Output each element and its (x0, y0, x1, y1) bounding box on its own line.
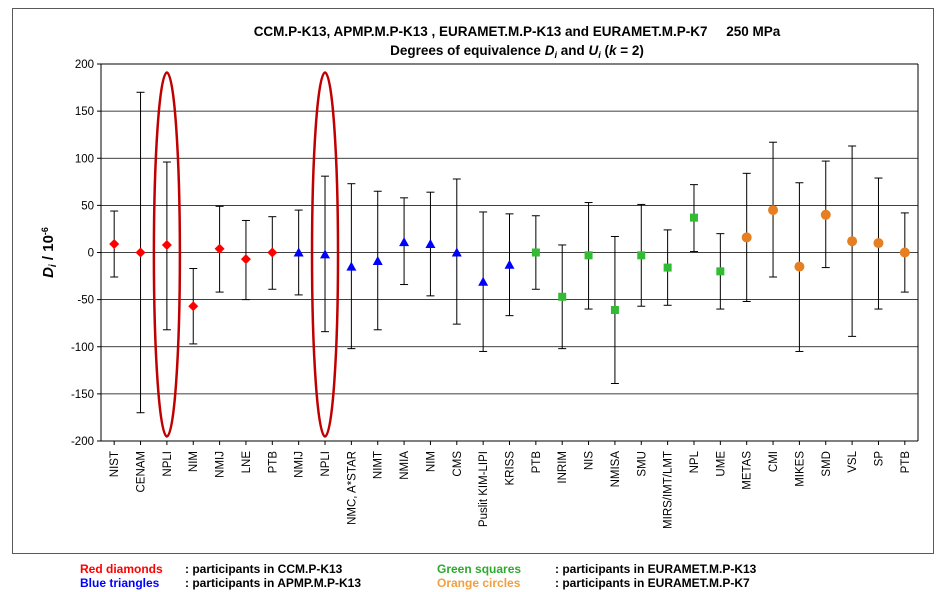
data-point-circle (794, 261, 805, 272)
legend-key: Blue triangles (80, 576, 160, 590)
data-point-circle (847, 236, 858, 247)
data-point-square (637, 251, 646, 260)
data-point-diamond (240, 254, 251, 265)
data-point-circle (899, 247, 910, 258)
legend-green: Green squares : participants in EURAMET.M… (437, 562, 756, 576)
y-tick-label: -200 (71, 436, 94, 448)
legend-blue: Blue triangles : participants in APMP.M.P… (80, 576, 361, 590)
x-tick-label: NMC, A*STAR (346, 451, 358, 525)
chart-subtitle: Degrees of equivalence Di and Ui (k = 2) (390, 43, 644, 60)
x-tick-label: METAS (742, 451, 754, 490)
x-tick-label: CENAM (136, 451, 148, 493)
x-tick-label: PTB (531, 451, 543, 474)
legend-desc: : participants in APMP.M.P-K13 (185, 576, 362, 590)
chart: CCM.P-K13, APMP.M.P-K13 , EURAMET.M.P-K1… (40, 24, 919, 529)
y-tick-label: -150 (71, 389, 94, 401)
data-point-triangle (293, 247, 304, 257)
x-tick-label: SMD (821, 451, 833, 477)
data-point-triangle (504, 259, 515, 269)
data-point-circle (768, 205, 779, 216)
x-tick-label: Puslit KIM-LIPI (478, 451, 490, 527)
data-point-circle (741, 232, 752, 243)
x-tick-label: KRISS (505, 451, 517, 486)
data-point-square (584, 251, 593, 260)
x-tick-label: NIST (109, 451, 121, 477)
legend-orange: Orange circles : participants in EURAMET.… (437, 576, 750, 590)
data-point-diamond (161, 239, 172, 250)
data-point-triangle (399, 237, 410, 247)
y-axis-label: Di / 10-6 (40, 227, 59, 278)
data-point-circle (873, 238, 884, 249)
data-point-square (610, 305, 619, 314)
data-point-square (716, 267, 725, 276)
data-point-square (663, 263, 672, 272)
x-tick-label: UME (715, 451, 727, 477)
x-tick-label: PTB (900, 451, 912, 474)
x-tick-label: NIMT (373, 451, 385, 479)
y-tick-label: 200 (75, 59, 94, 71)
x-tick-label: NIM (425, 451, 437, 472)
y-tick-label: 100 (75, 153, 94, 165)
x-tick-label: CMI (768, 451, 780, 472)
x-tick-label: NMIJ (215, 451, 227, 478)
x-tick-label: MIKES (794, 451, 806, 487)
x-tick-label: NMIA (399, 451, 411, 480)
data-point-diamond (267, 247, 278, 258)
data-point-diamond (109, 239, 120, 250)
highlight-ellipse (310, 71, 340, 438)
chart-frame: CCM.P-K13, APMP.M.P-K13 , EURAMET.M.P-K1… (12, 8, 934, 554)
highlight-ellipse (152, 71, 182, 438)
x-tick-label: INRIM (557, 451, 569, 484)
legend-key: Orange circles (437, 576, 521, 590)
x-tick-label: LNE (241, 451, 253, 474)
y-tick-label: -50 (77, 295, 94, 307)
x-tick-label: CMS (452, 451, 464, 477)
legend-key: Red diamonds (80, 562, 163, 576)
data-point-square (689, 213, 698, 222)
data-point-circle (820, 209, 831, 220)
data-point-diamond (188, 301, 199, 312)
y-tick-label: 150 (75, 106, 94, 118)
data-point-diamond (135, 247, 146, 258)
x-tick-label: NIM (188, 451, 200, 472)
x-tick-label: NPLI (162, 451, 174, 477)
x-tick-label: VSL (847, 450, 859, 472)
data-point-square (558, 292, 567, 301)
data-point-triangle (320, 249, 331, 259)
y-tick-label: -100 (71, 342, 94, 354)
x-tick-label: NMIJ (294, 451, 306, 478)
x-tick-label: SMU (636, 451, 648, 477)
chart-title: CCM.P-K13, APMP.M.P-K13 , EURAMET.M.P-K1… (254, 24, 781, 39)
x-tick-label: MIRS/IMT/LMT (663, 451, 675, 529)
legend-red: Red diamonds : participants in CCM.P-K13 (80, 562, 342, 576)
data-point-triangle (425, 239, 436, 249)
legend-desc: : participants in EURAMET.M.P-K7 (555, 576, 750, 590)
data-point-triangle (478, 276, 489, 286)
x-tick-label: NPLI (320, 451, 332, 477)
legend-desc: : participants in CCM.P-K13 (185, 562, 343, 576)
x-tick-label: NPL (689, 450, 701, 473)
x-tick-label: NMISA (610, 451, 622, 488)
x-tick-label: NIS (584, 451, 596, 471)
data-point-square (531, 248, 540, 257)
data-point-triangle (451, 247, 462, 257)
y-tick-label: 50 (81, 200, 94, 212)
data-point-triangle (372, 255, 383, 265)
y-tick-label: 0 (88, 248, 94, 260)
data-point-diamond (214, 243, 225, 254)
x-tick-label: SP (873, 451, 885, 467)
x-tick-label: PTB (267, 451, 279, 474)
legend-key: Green squares (437, 562, 522, 576)
legend-desc: : participants in EURAMET.M.P-K13 (555, 562, 757, 576)
data-point-triangle (346, 261, 357, 271)
